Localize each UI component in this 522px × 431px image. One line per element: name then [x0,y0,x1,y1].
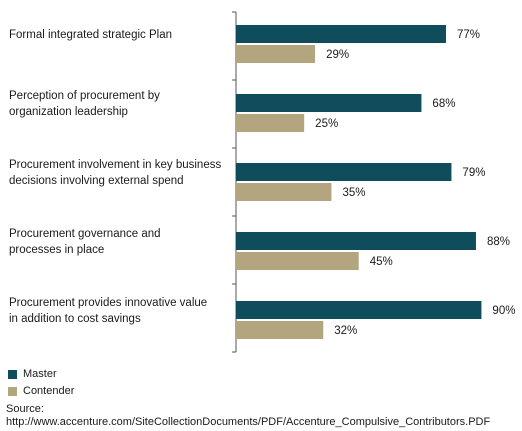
category-label-3: Procurement involvement in key business d… [9,157,224,189]
category-label-line: processes in place [9,244,105,256]
data-label-master-5: 90% [492,305,515,317]
data-label-master-2: 68% [432,98,455,110]
bar-master-5 [236,301,482,319]
data-label-master-1: 77% [457,29,480,41]
source-url: http://www.accenture.com/SiteCollectionD… [6,416,491,428]
bar-contender-4 [236,252,359,270]
category-label-4: Procurement governance and processes in p… [9,226,224,258]
category-label-5: Procurement provides innovative value in … [9,295,224,327]
bar-master-2 [236,94,422,112]
category-label-line: in addition to cost savings [9,313,141,325]
data-label-contender-2: 25% [315,118,338,130]
legend-item-master: Master [8,368,57,380]
bar-contender-3 [236,183,332,201]
category-label-1: Formal integrated strategic Plan [9,27,224,43]
data-label-master-4: 88% [487,236,510,248]
bar-master-3 [236,163,452,181]
category-label-line: Procurement involvement in key business [9,159,222,171]
category-label-2: Perception of procurement by organization… [9,88,224,120]
data-label-master-3: 79% [462,167,485,179]
legend-label-master: Master [23,368,57,380]
category-label-line: Procurement provides innovative value [9,297,208,309]
bar-contender-1 [236,45,316,63]
data-label-contender-4: 45% [370,256,393,268]
data-label-contender-5: 32% [334,325,357,337]
data-label-contender-1: 29% [326,49,349,61]
legend-label-contender: Contender [23,385,75,397]
bar-contender-2 [236,114,305,132]
legend-swatch-contender [8,386,17,396]
category-label-line: Perception of procurement by [9,90,160,102]
bar-contender-5 [236,321,324,339]
category-label-line: organization leadership [9,106,128,118]
bar-master-4 [236,232,476,250]
legend-swatch-master [8,369,17,379]
legend-item-contender: Contender [8,385,74,397]
category-label-line: decisions involving external spend [9,175,184,187]
category-label-line: Procurement governance and [9,228,161,240]
bar-master-1 [236,25,446,43]
source-label: Source: [6,403,44,415]
category-label-line: Formal integrated strategic Plan [9,29,172,41]
data-label-contender-3: 35% [342,187,365,199]
